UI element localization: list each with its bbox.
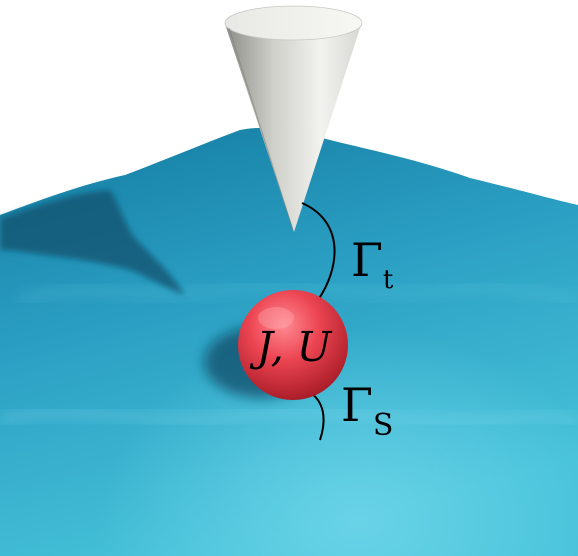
- molecule-sphere: [238, 290, 348, 400]
- substrate-coupling-line: [310, 392, 325, 441]
- gamma-tip-label: Γt: [351, 233, 394, 295]
- gamma-substrate-subscript: S: [373, 408, 394, 443]
- gamma-tip-subscript: t: [383, 265, 394, 295]
- tip-coupling-line: [301, 202, 336, 301]
- gamma-substrate-label: ΓS: [341, 378, 393, 443]
- gamma-tip-symbol: Γ: [351, 233, 383, 287]
- stm-tip: [224, 5, 363, 232]
- molecule-label: J, U: [250, 323, 333, 371]
- gamma-substrate-symbol: Γ: [341, 378, 373, 432]
